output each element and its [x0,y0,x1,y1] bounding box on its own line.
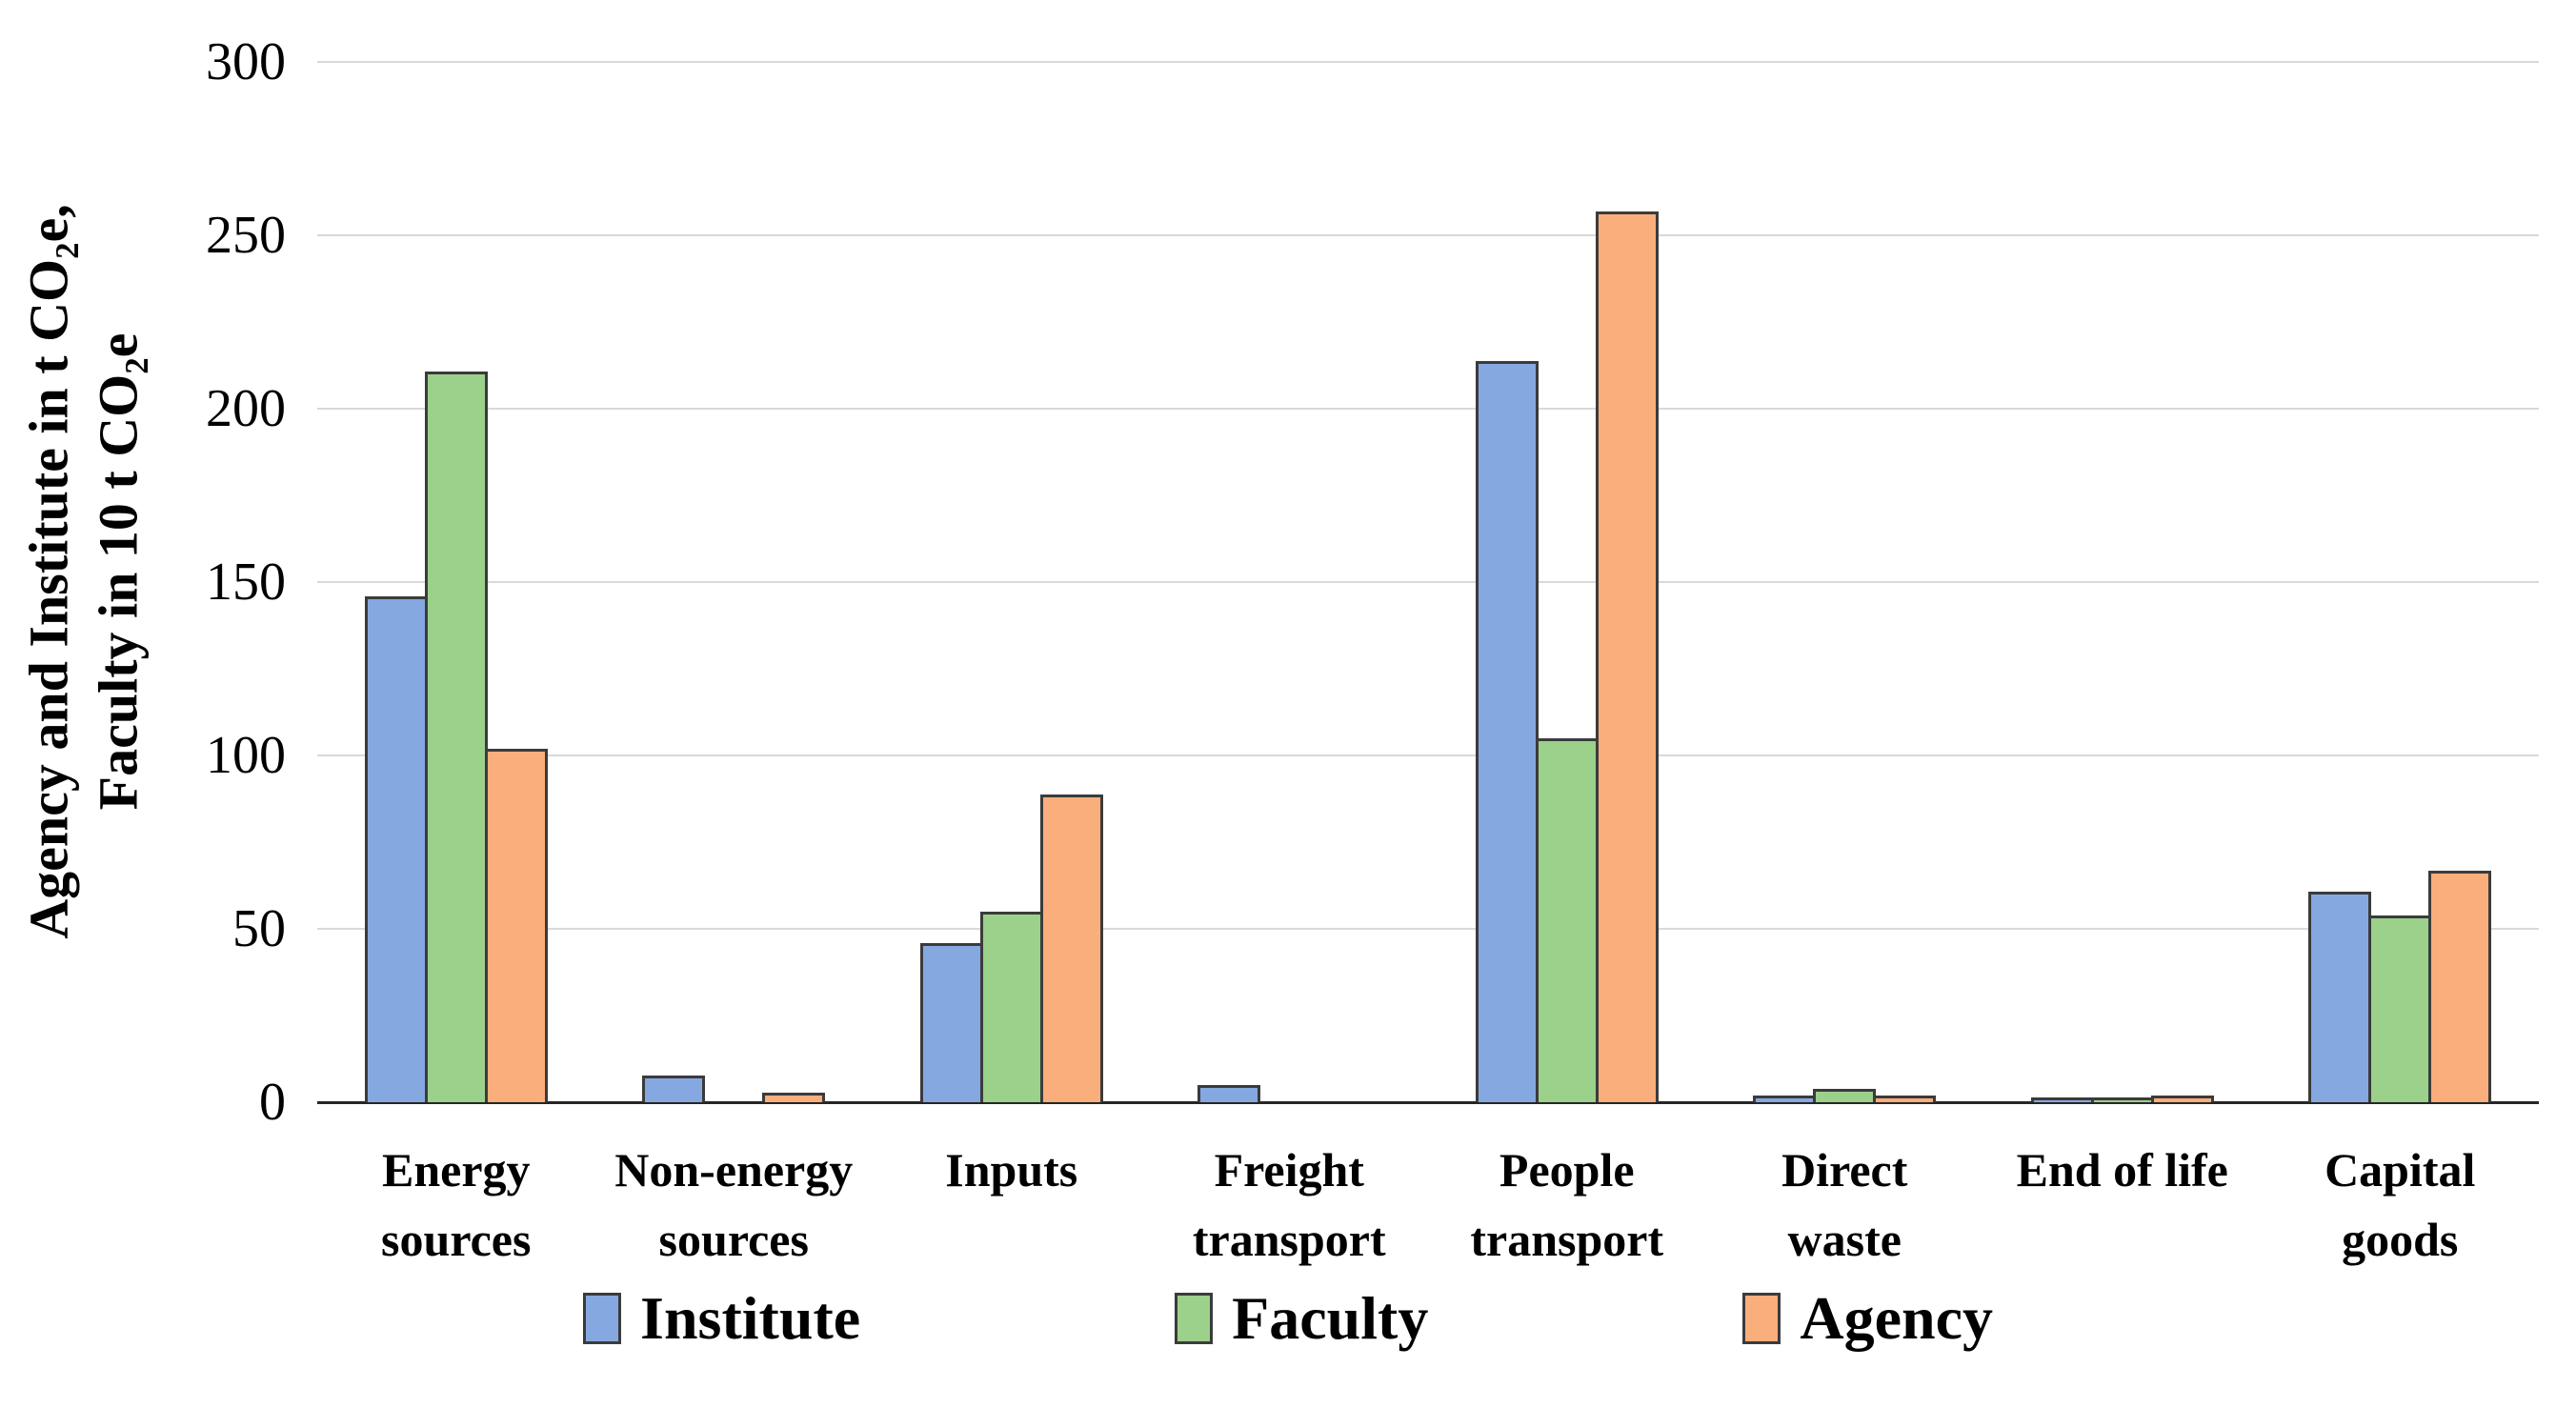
bar-institute-1 [642,1075,706,1102]
y-tick-label-50: 50 [232,899,286,958]
legend-label-institute: Institute [640,1284,861,1352]
bar-faculty-7 [2368,915,2432,1102]
bar-group-5 [1706,62,1984,1102]
category-label-line: Freight [1214,1143,1364,1197]
category-label-line: Energy [381,1143,531,1197]
category-label-line: End of life [2016,1143,2228,1197]
legend-swatch-institute [583,1293,622,1344]
legend-swatch-agency [1742,1293,1781,1344]
gridline-50 [317,928,2539,930]
y-tick-label-250: 250 [206,206,286,265]
bar-institute-7 [2308,891,2372,1102]
category-label-line: transport [1470,1212,1664,1266]
category-label-line: Non-energy [614,1143,854,1197]
y-tick-label-150: 150 [206,553,286,612]
category-label-0: Energy sources [317,1136,595,1274]
gridline-300 [317,61,2539,63]
gridline-100 [317,754,2539,756]
gridline-150 [317,581,2539,583]
category-label-line: waste [1787,1212,1902,1266]
category-label-line: sources [658,1212,809,1266]
bar-faculty-2 [979,912,1043,1102]
bar-group-1 [595,62,874,1102]
x-axis-line [317,1101,2539,1104]
bar-group-3 [1151,62,1429,1102]
category-label-6: End of life [1983,1136,2262,1205]
bar-faculty-0 [424,371,488,1102]
category-label-line: transport [1192,1212,1386,1266]
gridline-250 [317,234,2539,236]
plot-area [317,61,2540,1104]
legend-item-faculty: Faculty [1175,1288,1428,1349]
bar-institute-0 [364,596,428,1102]
category-label-7: Capital goods [2262,1136,2540,1274]
bar-group-7 [2262,62,2540,1102]
bar-institute-6 [2030,1097,2094,1102]
bar-faculty-6 [2090,1097,2154,1102]
category-label-2: Inputs [873,1136,1151,1205]
bar-group-0 [317,62,595,1102]
bar-group-4 [1428,62,1706,1102]
bar-agency-1 [762,1092,826,1102]
gridline-200 [317,408,2539,410]
bar-agency-4 [1595,211,1659,1102]
bar-institute-4 [1475,360,1539,1102]
bar-agency-0 [484,749,548,1102]
category-label-line: Direct [1781,1143,1908,1197]
y-tick-label-300: 300 [206,32,286,91]
category-label-4: People transport [1428,1136,1706,1274]
legend-label-faculty: Faculty [1232,1284,1429,1352]
category-label-line: People [1499,1143,1635,1197]
category-label-3: Freight transport [1151,1136,1429,1274]
bar-agency-2 [1039,794,1103,1102]
bar-faculty-4 [1535,738,1599,1102]
legend-item-agency: Agency [1742,1288,1993,1349]
category-label-1: Non-energy sources [595,1136,874,1274]
y-axis-label-line-1: Agency and Institute in t CO₂e, [17,204,80,939]
y-tick-label-100: 100 [206,726,286,785]
category-label-line: Inputs [945,1143,1078,1197]
category-label-line: goods [2342,1212,2459,1266]
category-label-line: sources [381,1212,532,1266]
bar-agency-5 [1873,1096,1937,1102]
bar-agency-7 [2428,870,2492,1102]
bar-institute-5 [1753,1096,1817,1102]
y-tick-label-0: 0 [259,1073,286,1132]
legend-swatch-faculty [1175,1293,1214,1344]
legend: Institute Faculty Agency [0,1288,2576,1349]
category-label-5: Direct waste [1706,1136,1984,1274]
legend-label-agency: Agency [1800,1284,1993,1352]
bar-group-6 [1983,62,2262,1102]
y-tick-label-200: 200 [206,379,286,438]
bar-faculty-5 [1813,1089,1877,1102]
bar-group-2 [873,62,1151,1102]
category-label-line: Capital [2324,1143,2476,1197]
legend-item-institute: Institute [583,1288,860,1349]
bar-institute-2 [919,943,983,1102]
bar-institute-3 [1197,1085,1261,1102]
bar-agency-6 [2150,1096,2214,1102]
